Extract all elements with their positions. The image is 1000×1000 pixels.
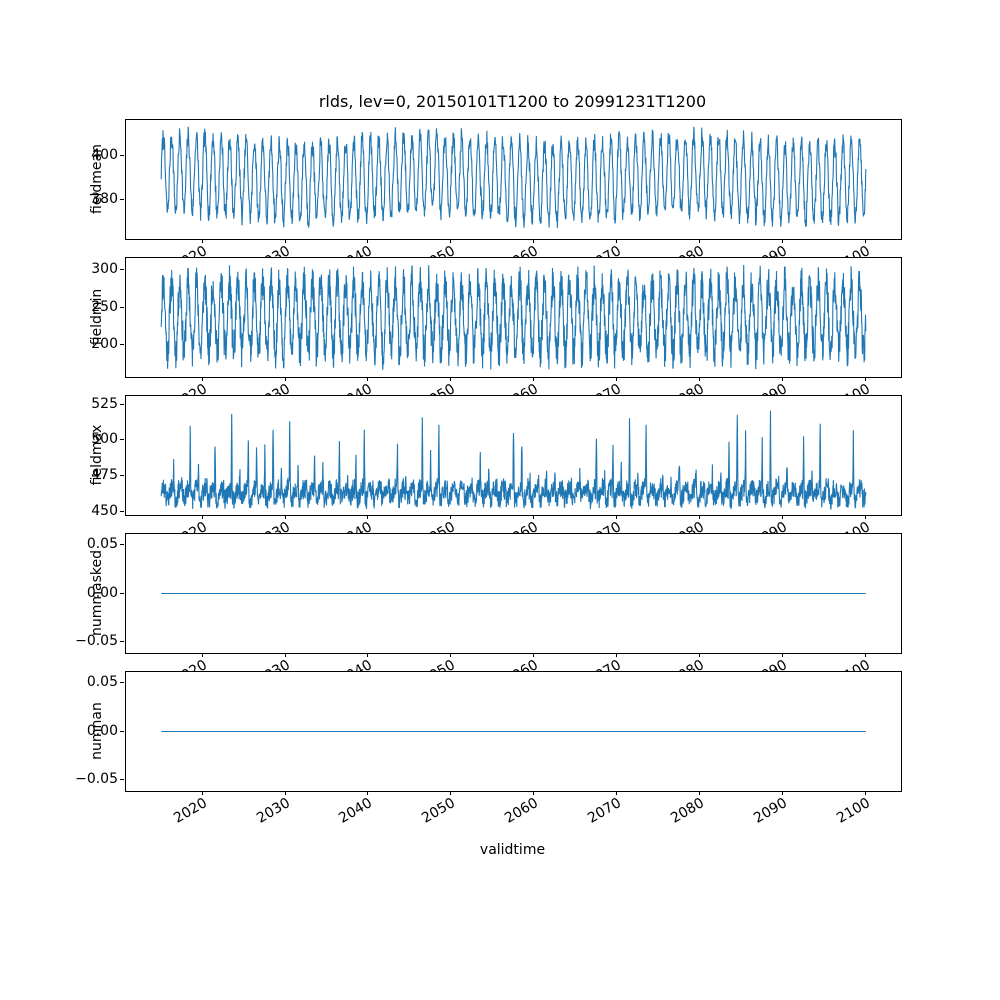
y-tick-label: 0.00 xyxy=(86,585,118,601)
y-tick xyxy=(120,593,124,594)
x-axis-label: validtime xyxy=(479,842,546,858)
x-tick xyxy=(533,791,534,795)
y-tick-label: 450 xyxy=(91,503,118,519)
x-tick xyxy=(699,239,700,243)
x-tick xyxy=(202,515,203,519)
y-tick-label: 0.05 xyxy=(86,536,118,552)
x-tick xyxy=(699,377,700,381)
x-tick xyxy=(865,653,866,657)
x-tick xyxy=(782,653,783,657)
x-tick xyxy=(616,377,617,381)
y-tick-label: 250 xyxy=(91,299,118,315)
x-tick xyxy=(699,515,700,519)
y-tick-label: 0.00 xyxy=(86,723,118,739)
y-tick xyxy=(120,544,124,545)
x-tick xyxy=(865,239,866,243)
y-tick xyxy=(120,475,124,476)
subplot-fieldmean-axes xyxy=(125,119,902,240)
x-tick xyxy=(533,239,534,243)
y-tick-label: 380 xyxy=(91,191,118,207)
x-tick xyxy=(450,239,451,243)
y-tick xyxy=(120,404,124,405)
y-tick xyxy=(120,682,124,683)
subplot-numnan-axes xyxy=(125,671,902,792)
x-tick xyxy=(367,515,368,519)
x-tick xyxy=(616,515,617,519)
fieldmin-line xyxy=(160,264,867,370)
x-tick xyxy=(782,791,783,795)
x-tick xyxy=(202,239,203,243)
x-tick xyxy=(285,653,286,657)
x-tick xyxy=(202,653,203,657)
y-tick-label: −0.05 xyxy=(75,771,118,787)
y-tick-label: 500 xyxy=(91,431,118,447)
y-tick-label: 0.05 xyxy=(86,674,118,690)
y-tick-label: 400 xyxy=(91,147,118,163)
y-tick xyxy=(120,155,124,156)
series-fieldmin xyxy=(160,264,867,370)
y-tick xyxy=(120,731,124,732)
x-tick xyxy=(533,377,534,381)
y-tick-label: 525 xyxy=(91,396,118,412)
y-tick xyxy=(120,641,124,642)
x-tick xyxy=(865,515,866,519)
y-tick xyxy=(120,439,124,440)
y-tick-label: 300 xyxy=(91,261,118,277)
x-tick xyxy=(450,515,451,519)
y-tick xyxy=(120,511,124,512)
y-axis-label-nummasked: nummasked xyxy=(89,549,105,636)
y-axis-label-fieldmax: fieldmax xyxy=(89,424,105,485)
x-tick xyxy=(285,515,286,519)
y-tick xyxy=(120,779,124,780)
fieldmean-line xyxy=(160,126,867,229)
series-fieldmax xyxy=(160,410,867,510)
y-tick xyxy=(120,307,124,308)
x-tick xyxy=(616,239,617,243)
subplot-fieldmax-axes xyxy=(125,395,902,516)
subplot-fieldmin-axes xyxy=(125,257,902,378)
x-tick xyxy=(533,515,534,519)
x-tick xyxy=(865,377,866,381)
x-tick xyxy=(782,239,783,243)
x-tick xyxy=(450,791,451,795)
x-tick xyxy=(285,791,286,795)
subplot-nummasked-axes xyxy=(125,533,902,654)
x-tick xyxy=(202,377,203,381)
series-fieldmean xyxy=(160,126,867,229)
x-tick xyxy=(865,791,866,795)
y-tick xyxy=(120,199,124,200)
x-tick xyxy=(367,791,368,795)
y-tick-label: 200 xyxy=(91,336,118,352)
x-tick xyxy=(782,515,783,519)
y-tick xyxy=(120,344,124,345)
chart-title: rlds, lev=0, 20150101T1200 to 20991231T1… xyxy=(318,92,707,111)
y-tick xyxy=(120,269,124,270)
x-tick xyxy=(699,791,700,795)
y-tick-label: 475 xyxy=(91,467,118,483)
nummasked-line xyxy=(161,592,866,595)
y-tick-label: −0.05 xyxy=(75,633,118,649)
x-tick xyxy=(699,653,700,657)
y-axis-label-fieldmean: fieldmean xyxy=(89,143,105,214)
x-tick xyxy=(782,377,783,381)
x-tick xyxy=(450,377,451,381)
x-tick xyxy=(367,653,368,657)
x-tick xyxy=(616,791,617,795)
x-tick xyxy=(533,653,534,657)
y-axis-label-numnan: numnan xyxy=(89,701,105,760)
x-tick xyxy=(285,239,286,243)
x-tick xyxy=(367,377,368,381)
x-tick xyxy=(616,653,617,657)
fieldmax-line xyxy=(160,410,867,510)
y-axis-label-fieldmin: fieldmin xyxy=(89,288,105,345)
x-tick xyxy=(202,791,203,795)
numnan-line xyxy=(161,730,866,733)
x-tick xyxy=(285,377,286,381)
x-tick xyxy=(450,653,451,657)
x-tick xyxy=(367,239,368,243)
